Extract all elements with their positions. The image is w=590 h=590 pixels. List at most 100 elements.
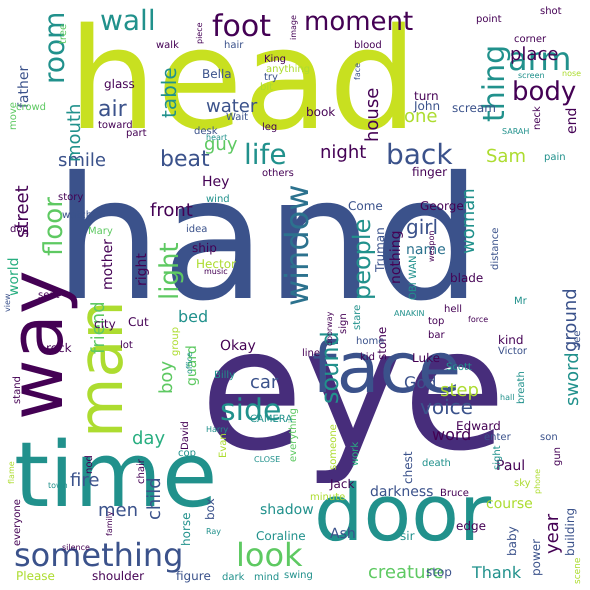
word-woman: woman <box>458 188 479 254</box>
word-others: others <box>262 168 294 179</box>
word-Please: Please <box>16 569 55 583</box>
word-shoulder: shoulder <box>92 569 144 583</box>
word-place: place <box>510 44 558 65</box>
word-child: child <box>144 477 165 520</box>
word-look: look <box>236 536 303 574</box>
word-body: body <box>512 77 576 107</box>
word-sir: sir <box>400 529 415 543</box>
word-scream: scream <box>452 101 496 115</box>
word-Luke: Luke <box>412 351 440 365</box>
word-piece: piece <box>195 22 204 44</box>
word-stare: stare <box>352 305 363 330</box>
word-Coraline: Coraline <box>256 529 306 543</box>
word-silence: silence <box>62 543 90 552</box>
word-move: move <box>8 102 19 130</box>
word-sign: sign <box>338 313 349 334</box>
word-watch: watch <box>62 210 92 221</box>
word-man: man <box>64 300 137 438</box>
word-father: father <box>16 66 32 108</box>
word-SARAH: SARAH <box>502 127 529 136</box>
word-doorway: doorway <box>325 311 334 346</box>
word-shot: shot <box>540 6 562 17</box>
word-face-small: face <box>353 63 362 80</box>
word-George: George <box>420 199 464 213</box>
word-hair: hair <box>224 40 244 51</box>
word-nod: nod <box>84 455 95 474</box>
word-death: death <box>422 458 451 469</box>
word-door: door <box>314 469 492 559</box>
word-step: step <box>440 380 479 401</box>
word-leg: leg <box>262 122 277 133</box>
word-lot: lot <box>120 340 133 351</box>
word-King: King <box>264 54 286 65</box>
word-toward: toward <box>98 120 133 131</box>
word-chest: chest <box>401 451 415 484</box>
word-stone: stone <box>375 327 389 360</box>
word-book: book <box>306 105 335 119</box>
word-window: window <box>278 185 316 306</box>
word-minute: minute <box>310 492 345 503</box>
word-Ray: Ray <box>206 527 221 536</box>
word-music: music <box>204 267 228 276</box>
word-Mary: Mary <box>88 226 113 237</box>
word-ground: ground <box>560 288 581 352</box>
word-guard: guard <box>184 345 200 386</box>
word-course: course <box>486 496 533 512</box>
word-foot: foot <box>212 9 271 44</box>
word-Evan: Evan <box>218 433 229 458</box>
word-end: end <box>564 108 580 134</box>
word-Billy: Billy <box>214 370 235 381</box>
word-Edward: Edward <box>456 419 501 433</box>
word-son: son <box>540 432 558 443</box>
word-smile: smile <box>58 150 106 171</box>
word-face: face <box>312 327 461 409</box>
word-John: John <box>413 99 440 113</box>
word-one: one <box>404 106 438 127</box>
word-anything: anything <box>266 64 310 75</box>
word-head: head <box>68 0 418 162</box>
word-sword: sword <box>562 352 583 406</box>
word-wind: wind <box>206 194 230 205</box>
word-view: view <box>3 293 12 312</box>
word-water: water <box>206 96 258 117</box>
word-right: right <box>134 253 150 286</box>
word-sit: sit <box>214 208 226 219</box>
word-creature: creature <box>368 562 444 583</box>
word-scene: scene <box>573 557 583 584</box>
word-breath: breath <box>516 371 527 404</box>
word-life: life <box>244 138 287 171</box>
word-heart: heart <box>206 133 227 142</box>
word-force: force <box>468 315 488 324</box>
word-power: power <box>529 539 543 576</box>
word-mother: mother <box>100 239 116 290</box>
word-group: group <box>170 327 181 356</box>
word-mind: mind <box>254 572 279 583</box>
word-baby: baby <box>505 526 519 556</box>
word-dark: dark <box>222 572 245 583</box>
word-Sam: Sam <box>486 146 526 167</box>
word-sight: sight <box>492 445 503 470</box>
word-crowd: crowd <box>16 102 46 113</box>
word-name: name <box>406 242 446 258</box>
word-figure: figure <box>176 569 211 583</box>
word-CAMERA: CAMERA <box>250 414 292 425</box>
word-Hector: Hector <box>196 257 236 271</box>
word-bed: bed <box>178 307 208 326</box>
word-thing: thing <box>477 45 512 122</box>
word-God: God <box>404 373 436 392</box>
word-shadow: shadow <box>260 502 314 518</box>
word-word: word <box>432 425 471 444</box>
word-kid: kid <box>360 352 375 363</box>
word-hall: hall <box>500 393 514 402</box>
word-boy: boy <box>156 361 177 394</box>
word-walk: walk <box>156 40 179 51</box>
word-part: part <box>126 128 147 139</box>
word-swing: swing <box>284 570 313 581</box>
word-voice: voice <box>420 395 473 419</box>
word-distance: distance <box>490 228 501 270</box>
word-sky: sky <box>514 478 531 489</box>
word-glass: glass <box>104 77 135 91</box>
word-idea: idea <box>186 224 207 235</box>
word-house: house <box>362 88 383 142</box>
